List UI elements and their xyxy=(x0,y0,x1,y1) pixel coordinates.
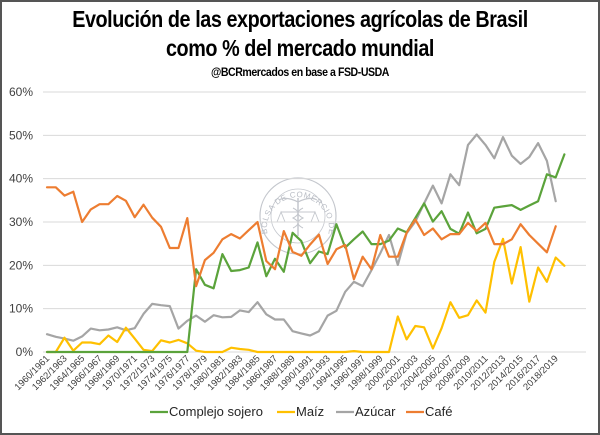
watermark-text: BOLSA DE COMERCIO DE ROSARIO xyxy=(0,0,336,239)
y-tick-label: 30% xyxy=(9,215,33,229)
legend-label: Café xyxy=(425,404,452,419)
y-tick-label: 0% xyxy=(16,345,34,359)
legend-label: Complejo sojero xyxy=(169,404,263,419)
chart-title: Evolución de las exportaciones agrícolas… xyxy=(72,6,528,32)
chart-source: @BCRmercados en base a FSD-USDA xyxy=(210,65,389,79)
y-tick-label: 50% xyxy=(9,128,33,142)
series-line-4 xyxy=(45,186,557,288)
y-tick-label: 60% xyxy=(9,85,33,99)
series-line-1 xyxy=(45,153,566,354)
legend-label: Azúcar xyxy=(355,404,396,419)
y-tick-label: 10% xyxy=(9,302,33,316)
y-tick-label: 40% xyxy=(9,172,33,186)
chart-subtitle: como % del mercado mundial xyxy=(165,35,434,61)
series-line-3 xyxy=(45,133,557,342)
legend-label: Maíz xyxy=(296,404,324,419)
watermark-seal-icon: BOLSA DE COMERCIO DE ROSARIO xyxy=(0,0,337,255)
y-tick-label: 20% xyxy=(9,258,33,272)
watermark-text-path: BOLSA DE COMERCIO DE ROSARIO xyxy=(0,0,336,239)
series-line-2 xyxy=(45,237,566,354)
